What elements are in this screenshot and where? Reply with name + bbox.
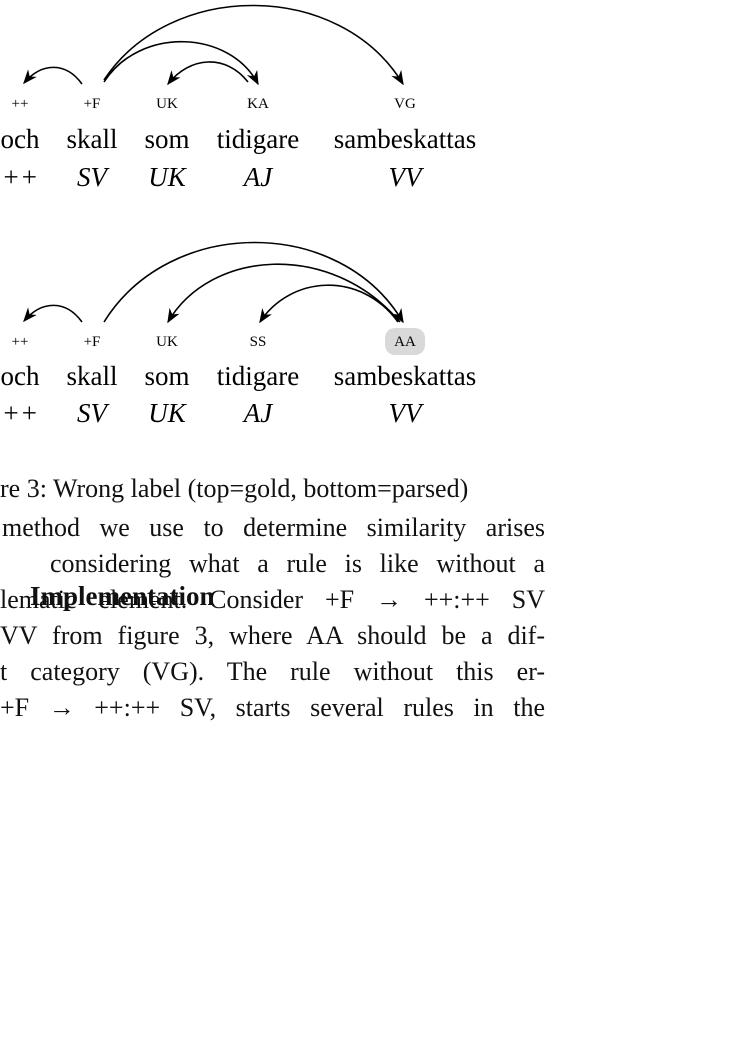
pos-tag: VV xyxy=(389,398,425,428)
pos-tag: SV xyxy=(77,162,111,192)
arc-label: ++ xyxy=(12,96,29,112)
figure: ++ +F UK KA VG och skall som tidigare sambeskatta… xyxy=(1,4,476,428)
arc-label: UK xyxy=(156,334,178,350)
dependency-arc xyxy=(103,40,259,86)
arc-label: +F xyxy=(84,334,101,350)
word: och xyxy=(1,124,40,154)
pos-tag: AJ xyxy=(242,398,274,428)
pos-tag: AJ xyxy=(242,162,274,192)
paragraph-line: VV from figure 3, where AA should be a d… xyxy=(0,621,545,650)
word: som xyxy=(144,124,189,154)
dependency-arc xyxy=(167,263,401,324)
pos-tag: UK xyxy=(148,162,187,192)
paragraph-line: method we use to determine similarity ar… xyxy=(2,513,545,542)
dependency-arc xyxy=(103,4,404,86)
dependency-arc xyxy=(103,241,404,324)
paragraph-line: considering what a rule is like without … xyxy=(50,549,545,578)
word: sambeskattas xyxy=(334,361,476,391)
dependency-arc xyxy=(167,61,249,86)
pos-tag: SV xyxy=(77,398,111,428)
word: skall xyxy=(67,361,118,391)
word: tidigare xyxy=(217,124,299,154)
arc-label: ++ xyxy=(12,334,29,350)
caption: re 3: Wrong label (top=gold, bottom=pars… xyxy=(0,474,469,503)
word: sambeskattas xyxy=(334,124,476,154)
paragraph-line: lematic element. Consider +F → ++:++ SV xyxy=(0,585,545,614)
word: tidigare xyxy=(217,361,299,391)
word: som xyxy=(144,361,189,391)
word: och xyxy=(1,361,40,391)
arc-label: AA xyxy=(394,334,416,350)
pos-tag: ++ xyxy=(2,162,38,192)
arc-label: VG xyxy=(394,96,416,112)
pos-tag: ++ xyxy=(2,398,38,428)
arc-label: UK xyxy=(156,96,178,112)
paragraph-line: +F → ++:++ SV, starts several rules in t… xyxy=(0,693,545,722)
paragraph-line: t category (VG). The rule without this e… xyxy=(0,657,545,686)
arc-label: +F xyxy=(84,96,101,112)
arc-label: SS xyxy=(250,334,267,350)
word: skall xyxy=(67,124,118,154)
dependency-arc xyxy=(23,66,83,85)
dependency-arc xyxy=(259,284,399,324)
arc-label: KA xyxy=(247,96,269,112)
pos-tag: UK xyxy=(148,398,187,428)
section-title: Implementation xyxy=(30,581,215,611)
highlight xyxy=(385,328,425,355)
pos-tag: VV xyxy=(389,162,425,192)
dependency-arc xyxy=(23,304,83,323)
